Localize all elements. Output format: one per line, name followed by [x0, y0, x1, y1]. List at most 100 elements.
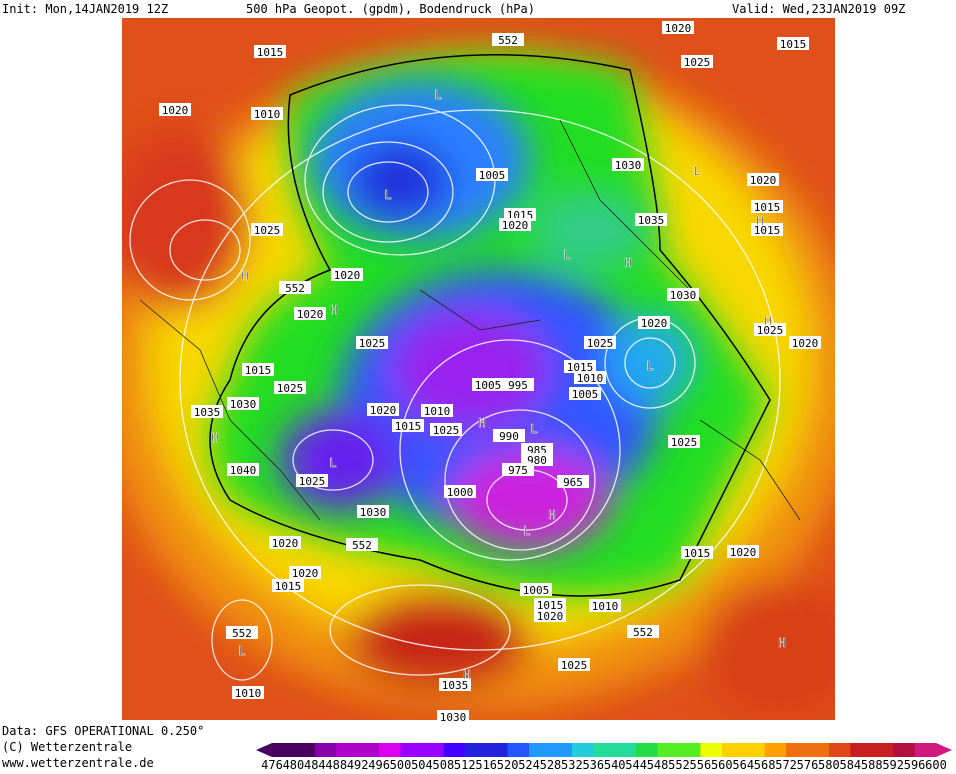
isobar-label: 1005 [572, 388, 599, 401]
isobar-label-bg [502, 463, 534, 476]
isobar-label: 1035 [638, 214, 665, 227]
isobar-label: 1020 [162, 104, 189, 117]
colorbar-bin [678, 743, 701, 757]
isobar-label: 552 [232, 627, 252, 640]
isobar-label-bg [279, 281, 311, 294]
isobar-label-bg [662, 21, 694, 34]
isobar-label: 1020 [730, 546, 757, 559]
isobar-label-bg [751, 200, 783, 213]
isobar-label: 1000 [447, 486, 474, 499]
colorbar-bin [443, 743, 466, 757]
colorbar-label: 596 [904, 758, 926, 770]
colorbar-label: 512 [454, 758, 476, 770]
isobar-label: 1020 [641, 317, 668, 330]
pressure-center: H [548, 508, 555, 522]
isobar-label: 1010 [235, 687, 262, 700]
isobar-label-bg [635, 213, 667, 226]
colorbar-label: 536 [582, 758, 604, 770]
isobar-label: 1005 [523, 584, 550, 597]
isobar-label-bg [751, 223, 783, 236]
isobar-label-bg [564, 360, 596, 373]
isobar-label: 1015 [780, 38, 807, 51]
pressure-center: L [434, 88, 441, 102]
isobar-label-bg [232, 686, 264, 699]
isobar-label-bg [747, 173, 779, 186]
pressure-center: H [463, 668, 470, 682]
footer-data: Data: GFS OPERATIONAL 0.250° [2, 724, 204, 738]
colorbar-bin [571, 743, 594, 757]
colorbar-arrow-left [256, 743, 272, 757]
colorbar-label: 504 [411, 758, 433, 770]
isobar-label: 1005 [475, 379, 502, 392]
isobar-label-bg [476, 168, 508, 181]
pressure-center: H [330, 303, 337, 317]
colorbar-label: 584 [839, 758, 861, 770]
colorbar-label: 580 [818, 758, 840, 770]
colorbar-bin [807, 743, 830, 757]
isobar-label-bg [251, 107, 283, 120]
isobar-label: 1035 [194, 406, 221, 419]
footer-url: www.wetterzentrale.de [2, 756, 154, 770]
pressure-center: H [211, 431, 218, 445]
isobar-label: 1015 [684, 547, 711, 560]
colorbar-bin [400, 743, 423, 757]
isobar-label: 552 [633, 626, 653, 639]
isobar-label: 1025 [433, 424, 460, 437]
pressure-center: L [384, 188, 391, 202]
colorbar-label: 528 [540, 758, 562, 770]
colorbar-label: 488 [325, 758, 347, 770]
isobar-label-bg [294, 307, 326, 320]
isobar-label-bg [668, 435, 700, 448]
isobar-label-bg [226, 626, 258, 639]
colorbar-bin [379, 743, 402, 757]
colorbar-bin [293, 743, 316, 757]
isobar-label: 1020 [792, 337, 819, 350]
isobar-label-bg [557, 475, 589, 488]
isobar-label-bg [421, 404, 453, 417]
colorbar-label: 508 [433, 758, 455, 770]
isobar-label: 1005 [479, 169, 506, 182]
isobar-label-bg [520, 583, 552, 596]
pressure-center: L [646, 359, 653, 373]
isobar-label-bg [499, 218, 531, 231]
isobar-label-bg [638, 316, 670, 329]
colorbar-bin [657, 743, 680, 757]
isobar-label: 1035 [442, 679, 469, 692]
colorbar-bin [850, 743, 873, 757]
colorbar-bin [871, 743, 894, 757]
colorbar-label: 480 [283, 758, 305, 770]
colorbar-bin [529, 743, 551, 757]
colorbar-bin [507, 743, 530, 757]
isobar-label-bg [296, 474, 328, 487]
pressure-center: L [530, 422, 537, 436]
isobar-label-bg [289, 566, 321, 579]
pressure-center: H [756, 214, 763, 228]
colorbar-bin [357, 743, 380, 757]
colorbar-label: 572 [775, 758, 797, 770]
isobar-label: 975 [508, 464, 528, 477]
map [122, 18, 835, 720]
isobar-label: 1025 [684, 56, 711, 69]
isobar-label-bg [272, 579, 304, 592]
isobar-label: 1010 [592, 600, 619, 613]
isobar-label: 1020 [334, 269, 361, 282]
isobar-label: 1025 [254, 224, 281, 237]
isobar-label-bg [251, 223, 283, 236]
isobar-label: 1010 [577, 372, 604, 385]
colorbar-label: 532 [561, 758, 583, 770]
isobar-label-bg [357, 505, 389, 518]
isobar-label: 995 [508, 379, 528, 392]
colorbar-bin [550, 743, 573, 757]
isobar-label-bg [430, 423, 462, 436]
isobar-label: 552 [498, 34, 518, 47]
colorbar-label: 564 [732, 758, 754, 770]
isobar-label: 990 [499, 430, 519, 443]
colorbar-label: 524 [518, 758, 540, 770]
colorbar-bin [743, 743, 766, 757]
pressure-center: L [238, 644, 245, 658]
colorbar-label: 592 [882, 758, 904, 770]
colorbar-bin [336, 743, 359, 757]
isobar-label-bg [191, 405, 223, 418]
colorbar-label: 484 [304, 758, 326, 770]
isobar-label-bg [254, 45, 286, 58]
